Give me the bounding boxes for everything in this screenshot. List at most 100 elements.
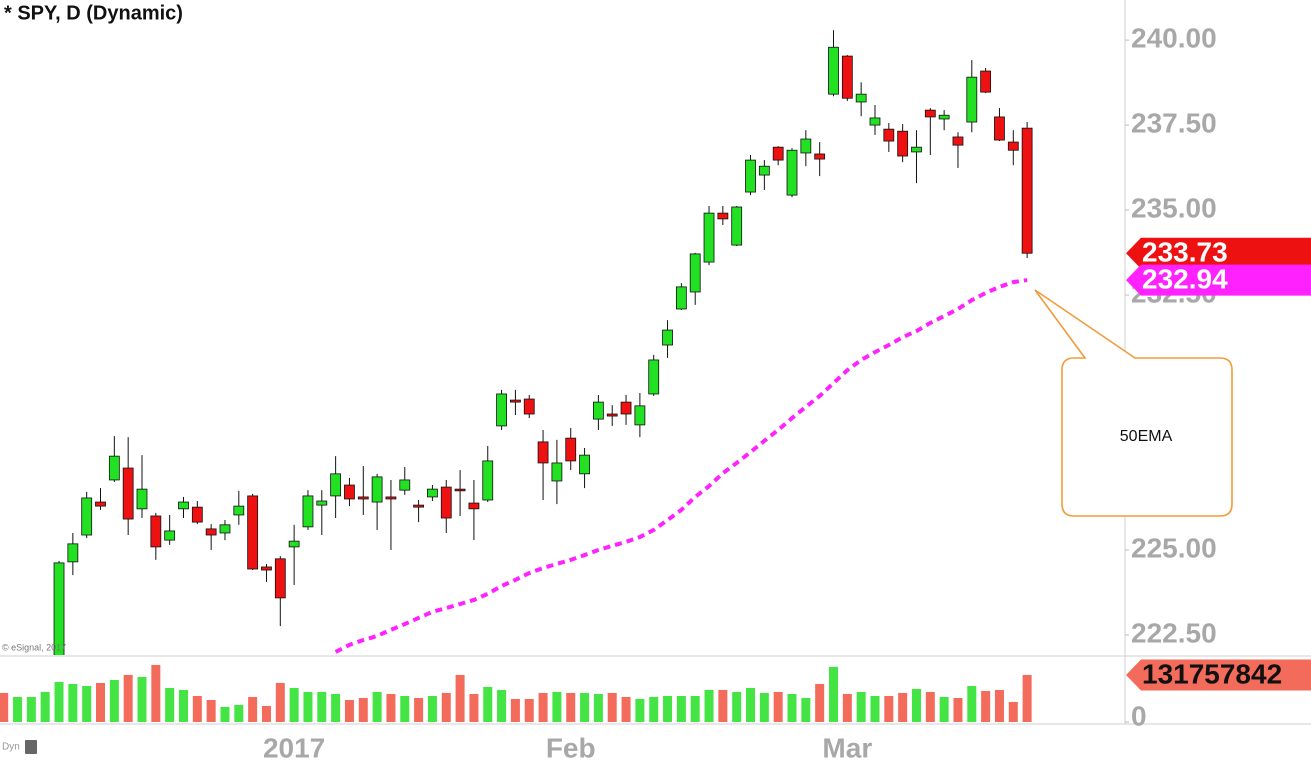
candle-body	[288, 540, 300, 548]
candle-body	[869, 117, 881, 126]
volume-bar	[497, 689, 507, 722]
candle-body	[219, 524, 231, 534]
candle-body	[191, 506, 203, 523]
volume-bar	[635, 698, 645, 722]
volume-bar	[344, 699, 354, 722]
volume-bar	[386, 693, 396, 722]
candle-body	[814, 153, 826, 160]
volume-tag-text: 131757842	[1142, 658, 1282, 689]
y-tick-label: 225.00	[1131, 532, 1217, 563]
volume-bar	[206, 699, 216, 722]
volume-bar	[925, 691, 935, 722]
volume-bar	[773, 691, 783, 722]
candle-body	[703, 212, 715, 263]
callout-text: 50EMA	[1120, 428, 1173, 445]
candle-body	[786, 149, 798, 196]
candle-body	[482, 460, 494, 501]
candle-body	[634, 405, 646, 426]
volume-bar	[0, 692, 9, 722]
volume-tick-label: 0	[1131, 700, 1147, 731]
candle-body	[648, 359, 660, 395]
volume-bar	[165, 687, 175, 722]
candle-body	[302, 495, 314, 528]
volume-bar	[123, 674, 133, 722]
volume-bar	[690, 695, 700, 722]
volume-bar	[178, 689, 188, 722]
candle-body	[800, 138, 812, 154]
volume-bar	[524, 698, 534, 722]
candle-body	[952, 136, 964, 146]
candle-body	[1021, 127, 1033, 254]
ema-tag-text: 232.94	[1142, 263, 1228, 294]
volume-bar	[898, 692, 908, 722]
volume-bar	[275, 682, 285, 722]
volume-tag-box	[1126, 659, 1311, 691]
candle-body	[994, 116, 1005, 141]
volume-bar	[593, 693, 603, 722]
volume-bar	[331, 693, 341, 722]
volume-bar	[303, 691, 313, 722]
volume-bar	[829, 666, 838, 722]
candle-body	[841, 55, 853, 99]
volume-bar	[580, 692, 590, 722]
candle-body	[413, 504, 425, 508]
volume-bar	[372, 691, 382, 722]
volume-bar	[967, 685, 977, 722]
y-tick-label: 237.50	[1131, 107, 1217, 138]
volume-bar	[884, 695, 894, 722]
volume-bar	[939, 696, 949, 722]
volume-bar	[759, 692, 769, 722]
candle-body	[523, 398, 535, 415]
candle-body	[274, 558, 286, 599]
candle-body	[1007, 141, 1019, 151]
candle-body	[620, 401, 632, 415]
candle-body	[178, 501, 189, 510]
candle-body	[468, 502, 480, 510]
volume-bar	[54, 681, 64, 722]
candle-body	[689, 253, 701, 293]
volume-bar	[994, 689, 1004, 722]
volume-bar	[455, 674, 465, 722]
candle-body	[164, 530, 176, 541]
candle-body	[427, 488, 438, 498]
candle-body	[233, 505, 245, 516]
volume-bar	[137, 676, 147, 722]
x-tick-label: 2017	[263, 732, 325, 763]
candle-body	[606, 413, 618, 417]
candle-body	[980, 70, 992, 93]
candle-body	[855, 93, 867, 103]
candle-body	[385, 496, 397, 500]
x-tick-label: Mar	[822, 732, 872, 763]
candle-body	[883, 128, 895, 142]
volume-bar	[96, 682, 106, 722]
volume-bar	[40, 691, 50, 722]
footer-label: Dyn	[2, 742, 20, 753]
volume-bar	[358, 697, 368, 722]
x-tick-label: Feb	[546, 732, 596, 763]
candle-body	[966, 76, 978, 123]
volume-bar	[607, 692, 617, 722]
volume-bar	[26, 696, 36, 722]
candle-body	[344, 484, 355, 500]
volume-bar	[870, 695, 880, 722]
volume-bar	[663, 695, 673, 722]
volume-bar	[801, 697, 811, 722]
volume-bar	[414, 697, 424, 722]
volume-bar	[649, 696, 659, 722]
y-tick-label: 222.50	[1131, 617, 1217, 648]
ema-line	[334, 278, 1028, 654]
chart-title: * SPY, D (Dynamic)	[4, 2, 183, 24]
volume-bar	[261, 705, 271, 722]
candle-body	[150, 515, 162, 548]
volume-bar	[109, 679, 119, 722]
volume-bar	[151, 664, 161, 722]
volume-pane	[0, 664, 1032, 722]
credit: © eSignal, 2017	[2, 642, 66, 652]
candle-body	[53, 562, 65, 655]
candle-body	[510, 399, 521, 403]
volume-bar	[68, 683, 78, 722]
candle-body	[316, 500, 328, 506]
volume-bar	[82, 685, 92, 722]
